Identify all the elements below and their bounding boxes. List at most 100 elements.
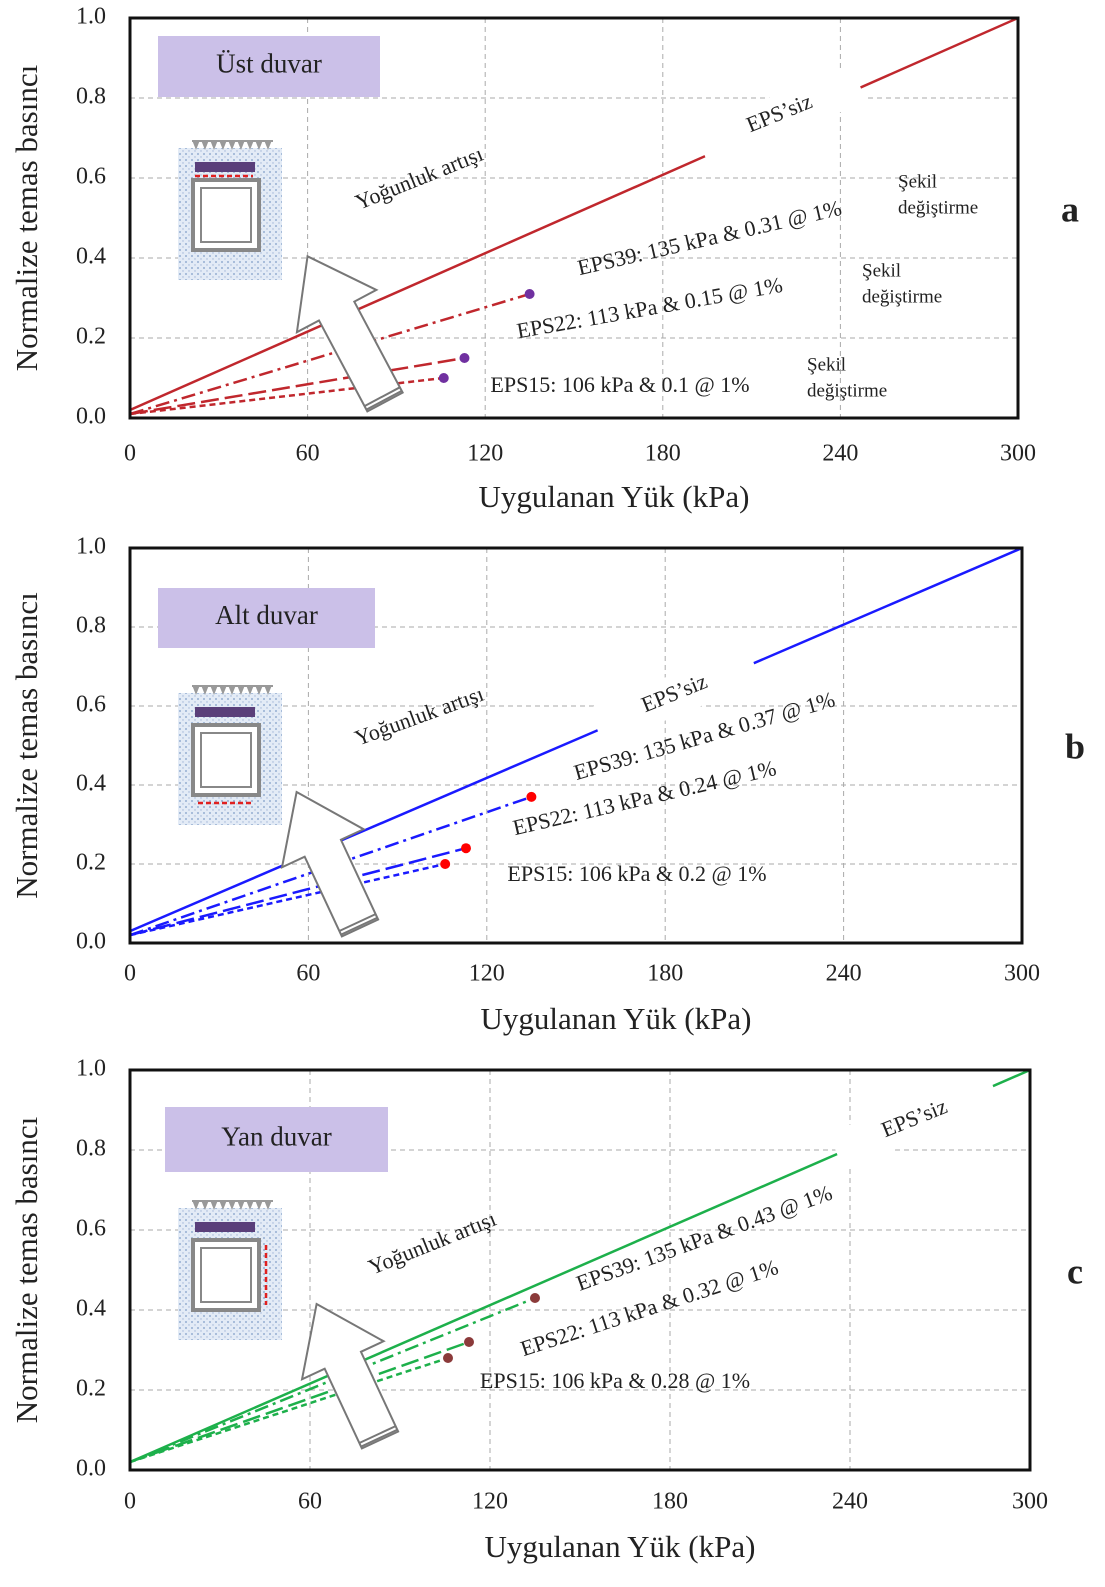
y-tick-label: 0.2 (76, 850, 106, 876)
wall-label-box (158, 588, 375, 648)
culvert-inner (200, 187, 252, 243)
wall-label-box (158, 36, 380, 97)
wall-label: Üst duvar (216, 49, 322, 79)
series-label: EPS15: 106 kPa & 0.2 @ 1% (507, 861, 766, 886)
y-tick-label: 0.4 (76, 771, 106, 797)
x-tick-label: 300 (1000, 441, 1036, 467)
y-tick-label: 1.0 (76, 1056, 106, 1082)
end-marker (524, 289, 535, 299)
density-arrow (295, 254, 405, 413)
y-tick-label: 0.8 (76, 84, 106, 110)
y-tick-label: 1.0 (76, 534, 106, 560)
load-arrow (237, 1200, 245, 1210)
eps-plate (195, 1222, 255, 1232)
series-line (129, 1340, 470, 1464)
arrow-base (364, 386, 403, 411)
x-tick-label: 180 (647, 961, 683, 987)
y-tick-label: 1.0 (76, 4, 106, 30)
series-label-group: EPS15: 106 kPa & 0.1 @ 1% (490, 372, 749, 397)
chart: 0.0 0.2 0.4 0.6 0.8 1.0 0 60 120 180 240 300 Uygulan… (9, 1056, 1083, 1565)
end-marker (440, 859, 451, 869)
load-arrow (264, 685, 272, 695)
x-tick-label: 60 (298, 1489, 322, 1515)
series-label-group: EPS15: 106 kPa & 0.2 @ 1% (507, 861, 766, 886)
load-arrow (219, 1200, 227, 1210)
end-marker (526, 791, 537, 802)
series-label: EPS15: 106 kPa & 0.28 @ 1% (480, 1368, 750, 1393)
x-axis-title: Uygulanan Yük (kPa) (479, 479, 750, 514)
note: Şekil (862, 260, 901, 281)
end-marker (443, 1353, 453, 1363)
end-marker (460, 843, 471, 854)
y-tick-label: 0.0 (76, 1456, 106, 1482)
x-tick-label: 180 (652, 1489, 688, 1515)
eps-plate (195, 707, 255, 717)
end-marker (438, 373, 449, 383)
load-arrow (246, 685, 254, 695)
note: değiştirme (807, 380, 887, 401)
x-tick-label: 240 (826, 961, 862, 987)
load-arrow (237, 685, 245, 695)
y-axis-title: Normalize temas basıncı (9, 592, 44, 899)
load-arrow (255, 1200, 263, 1210)
plot-frame (128, 546, 1024, 945)
load-arrow (210, 140, 218, 150)
eps-plate (195, 162, 255, 172)
density-arrow (280, 790, 380, 938)
x-tick-label: 60 (296, 441, 320, 467)
end-marker (530, 1293, 540, 1303)
load-arrow (192, 1200, 200, 1210)
x-tick-label: 0 (124, 441, 136, 467)
density-arrow (300, 1302, 400, 1450)
load-arrow (264, 1200, 272, 1210)
schematic-icon (178, 140, 282, 280)
load-arrow (192, 140, 200, 150)
note: değiştirme (898, 197, 978, 218)
note: Şekil (807, 354, 846, 375)
load-arrow (255, 140, 263, 150)
series-line (129, 292, 530, 416)
x-axis-title: Uygulanan Yük (kPa) (485, 1529, 756, 1564)
series-line (129, 1356, 449, 1464)
wall-label: Yan duvar (221, 1122, 332, 1152)
x-axis-title: Uygulanan Yük (kPa) (481, 1001, 752, 1036)
chart: 0.0 0.2 0.4 0.6 0.8 1.0 0 60 120 180 240 300 Uygulan… (9, 4, 1079, 515)
series-line (129, 795, 532, 937)
series-label-group: EPS15: 106 kPa & 0.28 @ 1% (480, 1368, 750, 1393)
series-line (129, 356, 465, 416)
note: değiştirme (862, 286, 942, 307)
series-line (129, 846, 467, 937)
schematic-icon (178, 1200, 282, 1340)
x-tick-label: 120 (469, 961, 505, 987)
x-tick-label: 240 (832, 1489, 868, 1515)
arrow-base (338, 913, 378, 936)
load-arrow (228, 140, 236, 150)
load-arrow (210, 1200, 218, 1210)
x-tick-label: 300 (1004, 961, 1040, 987)
load-arrow (255, 685, 263, 695)
schematic-icon (178, 685, 282, 825)
load-arrow (201, 685, 209, 695)
x-tick-label: 0 (124, 961, 136, 987)
x-tick-label: 60 (296, 961, 320, 987)
series-line (129, 546, 1023, 933)
wall-label-box (165, 1107, 388, 1172)
y-tick-label: 0.8 (76, 613, 106, 639)
y-tick-label: 0.8 (76, 1136, 106, 1162)
y-tick-label: 0.2 (76, 324, 106, 350)
load-arrow (264, 140, 272, 150)
wall-label: Alt duvar (215, 600, 318, 630)
label-background (693, 64, 867, 166)
label-background (588, 644, 762, 746)
x-tick-label: 0 (124, 1489, 136, 1515)
y-tick-label: 0.0 (76, 929, 106, 955)
end-marker (459, 353, 470, 363)
series-line (129, 16, 1019, 412)
y-axis-title: Normalize temas basıncı (9, 1116, 44, 1423)
load-arrow (210, 685, 218, 695)
x-tick-label: 240 (822, 441, 858, 467)
note: Şekil (898, 171, 937, 192)
y-tick-label: 0.6 (76, 1216, 106, 1242)
culvert-inner (200, 732, 252, 788)
